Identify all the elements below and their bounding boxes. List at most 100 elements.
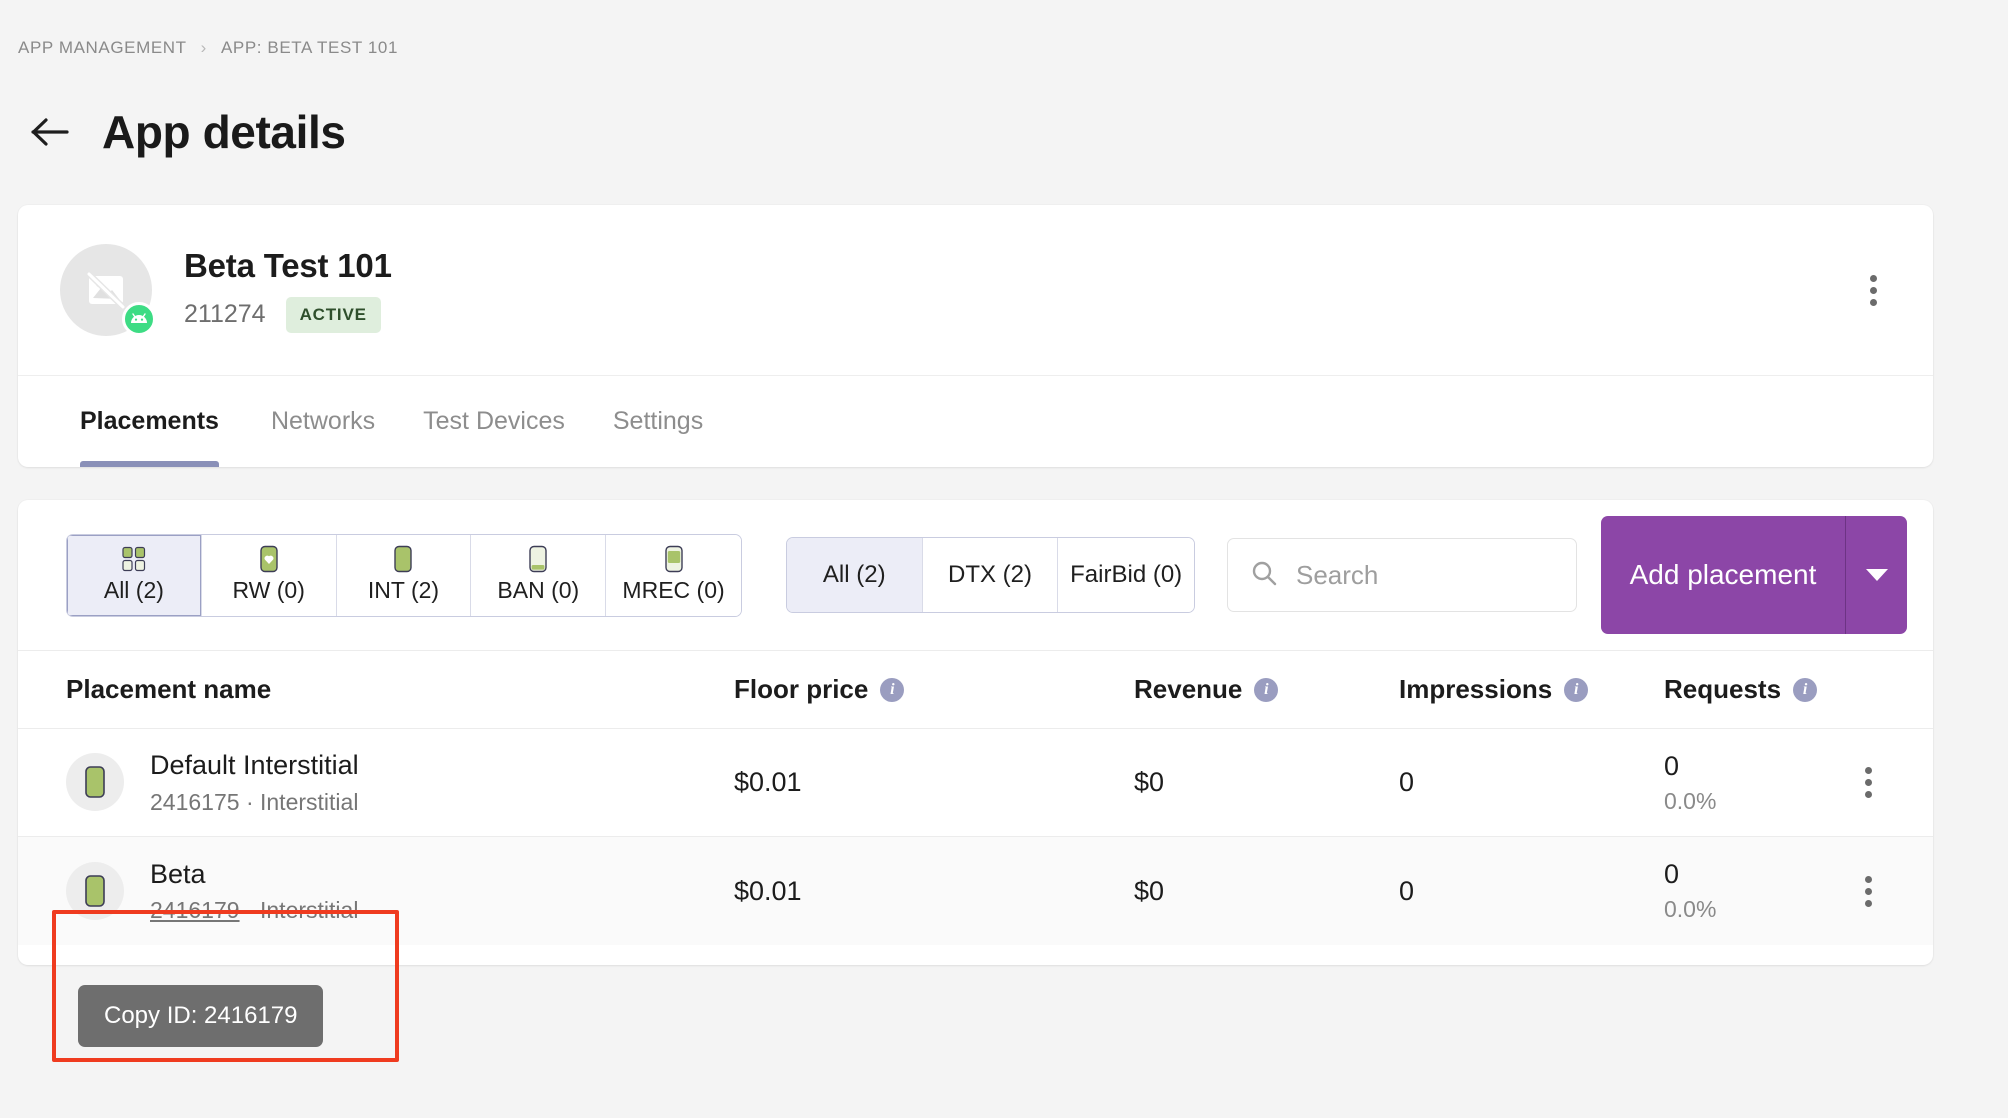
tab-test-devices[interactable]: Test Devices bbox=[399, 376, 589, 467]
app-sub: 211274 ACTIVE bbox=[184, 296, 392, 333]
source-filter-dtx[interactable]: DTX (2) bbox=[922, 538, 1059, 612]
tab-networks[interactable]: Networks bbox=[247, 376, 399, 467]
column-header-placement-name-label: Placement name bbox=[66, 674, 272, 704]
page-title: App details bbox=[102, 106, 346, 158]
column-header-requests[interactable]: Requests i bbox=[1664, 674, 1829, 705]
tab-placements[interactable]: Placements bbox=[80, 376, 247, 467]
row-actions[interactable] bbox=[1829, 765, 1907, 801]
add-placement-label[interactable]: Add placement bbox=[1629, 559, 1817, 591]
tab-placements-label: Placements bbox=[80, 407, 219, 435]
format-filter-rw[interactable]: RW (0) bbox=[201, 534, 337, 616]
row-kebab-menu-icon[interactable] bbox=[1850, 873, 1886, 909]
column-header-floor-price-label: Floor price bbox=[734, 674, 869, 704]
placement-subtitle-separator: · bbox=[245, 897, 254, 924]
search-icon bbox=[1250, 559, 1278, 592]
column-header-requests-label: Requests bbox=[1664, 674, 1782, 704]
column-header-impressions[interactable]: Impressions i bbox=[1399, 674, 1664, 705]
floor-price-value: $0.01 bbox=[734, 767, 802, 797]
search-input[interactable]: Search bbox=[1227, 538, 1577, 612]
breadcrumb: APP MANAGEMENT › APP: BETA TEST 101 bbox=[18, 38, 398, 58]
source-filter-all-label: All (2) bbox=[822, 561, 886, 588]
tab-networks-label: Networks bbox=[270, 407, 376, 435]
broken-image-icon bbox=[60, 244, 152, 336]
status-badge: ACTIVE bbox=[285, 296, 381, 333]
requests-cell: 0 0.0% bbox=[1664, 751, 1829, 815]
mrec-icon bbox=[664, 545, 684, 573]
table-row[interactable]: Default Interstitial 2416175 · Interstit… bbox=[18, 729, 1933, 837]
breadcrumb-item-app-management[interactable]: APP MANAGEMENT bbox=[18, 38, 187, 57]
format-filter-mrec[interactable]: MREC (0) bbox=[606, 534, 741, 616]
column-header-floor-price[interactable]: Floor price i bbox=[734, 674, 1134, 705]
requests-value: 0 bbox=[1664, 750, 1680, 781]
banner-icon bbox=[528, 545, 548, 573]
info-icon[interactable]: i bbox=[1564, 677, 1589, 702]
app-menu-kebab-icon[interactable] bbox=[1855, 272, 1891, 308]
placements-card: All (2) RW (0) bbox=[18, 500, 1933, 965]
format-filter-all[interactable]: All (2) bbox=[67, 534, 202, 616]
format-filter-int[interactable]: INT (2) bbox=[336, 534, 472, 616]
placement-name-block: Default Interstitial 2416175 · Interstit… bbox=[150, 749, 359, 815]
placement-name: Default Interstitial bbox=[150, 750, 359, 781]
revenue-value: $0 bbox=[1134, 767, 1165, 797]
requests-cell: 0 0.0% bbox=[1664, 859, 1829, 923]
info-icon[interactable]: i bbox=[1793, 677, 1818, 702]
table-row[interactable]: Beta 2416179 · Interstitial $0.01 $0 0 0… bbox=[18, 837, 1933, 945]
format-filter-ban-label: BAN (0) bbox=[497, 576, 580, 603]
interstitial-placement-icon bbox=[66, 861, 124, 920]
placement-name-block: Beta 2416179 · Interstitial bbox=[150, 858, 358, 924]
breadcrumb-separator-icon: › bbox=[200, 37, 207, 57]
rewarded-icon bbox=[259, 545, 279, 573]
source-filter-dtx-label: DTX (2) bbox=[947, 561, 1032, 588]
row-kebab-menu-icon[interactable] bbox=[1850, 765, 1886, 801]
info-icon[interactable]: i bbox=[880, 677, 905, 702]
grid-formats-icon bbox=[121, 545, 147, 573]
placement-type: Interstitial bbox=[260, 897, 359, 924]
placement-name-cell: Beta 2416179 · Interstitial bbox=[66, 858, 734, 924]
add-placement-dropdown-toggle[interactable] bbox=[1845, 516, 1907, 634]
tab-bar: Placements Networks Test Devices Setting… bbox=[18, 375, 1933, 467]
column-header-placement-name[interactable]: Placement name bbox=[66, 674, 734, 705]
page-header: App details bbox=[30, 105, 346, 159]
column-header-revenue-label: Revenue bbox=[1134, 674, 1243, 704]
placements-toolbar: All (2) RW (0) bbox=[18, 500, 1933, 650]
format-filter-all-label: All (2) bbox=[103, 576, 164, 603]
add-placement-button[interactable]: Add placement bbox=[1601, 516, 1907, 634]
placement-id[interactable]: 2416175 bbox=[150, 788, 240, 815]
column-header-revenue[interactable]: Revenue i bbox=[1134, 674, 1399, 705]
app-summary-card: Beta Test 101 211274 ACTIVE Placements N… bbox=[18, 205, 1933, 467]
placement-name-cell: Default Interstitial 2416175 · Interstit… bbox=[66, 749, 734, 815]
impressions-value: 0 bbox=[1399, 875, 1415, 906]
placement-subtitle: 2416179 · Interstitial bbox=[150, 897, 358, 924]
format-filter-ban[interactable]: BAN (0) bbox=[471, 534, 607, 616]
floor-price-value: $0.01 bbox=[734, 875, 802, 906]
row-actions[interactable] bbox=[1829, 873, 1907, 909]
tab-settings[interactable]: Settings bbox=[589, 376, 727, 467]
breadcrumb-item-current: APP: BETA TEST 101 bbox=[220, 38, 399, 57]
search-placeholder: Search bbox=[1296, 559, 1379, 590]
placement-subtitle-separator: · bbox=[245, 788, 254, 815]
arrow-left-icon[interactable] bbox=[30, 112, 70, 152]
copy-id-tooltip: Copy ID: 2416179 bbox=[78, 985, 324, 1047]
requests-percent: 0.0% bbox=[1664, 787, 1717, 814]
requests-percent: 0.0% bbox=[1664, 896, 1717, 922]
tab-settings-label: Settings bbox=[612, 407, 704, 435]
format-filter-mrec-label: MREC (0) bbox=[622, 576, 725, 603]
interstitial-icon bbox=[393, 545, 413, 573]
app-id: 211274 bbox=[184, 300, 266, 329]
format-filter-rw-label: RW (0) bbox=[232, 576, 305, 603]
source-filter-fairbid[interactable]: FairBid (0) bbox=[1058, 538, 1194, 612]
format-filter-group: All (2) RW (0) bbox=[66, 533, 742, 617]
app-summary: Beta Test 101 211274 ACTIVE bbox=[18, 205, 1933, 375]
source-filter-group: All (2) DTX (2) FairBid (0) bbox=[785, 537, 1195, 613]
source-filter-all[interactable]: All (2) bbox=[786, 538, 923, 612]
app-name: Beta Test 101 bbox=[184, 247, 392, 285]
placements-table: Placement name Floor price i Revenue i I… bbox=[18, 650, 1933, 945]
info-icon[interactable]: i bbox=[1254, 677, 1279, 702]
placement-id[interactable]: 2416179 bbox=[150, 897, 240, 924]
table-header-row: Placement name Floor price i Revenue i I… bbox=[18, 651, 1933, 729]
format-filter-int-label: INT (2) bbox=[367, 576, 440, 603]
android-icon bbox=[122, 302, 156, 336]
avatar bbox=[60, 244, 156, 336]
requests-value: 0 bbox=[1664, 859, 1680, 889]
